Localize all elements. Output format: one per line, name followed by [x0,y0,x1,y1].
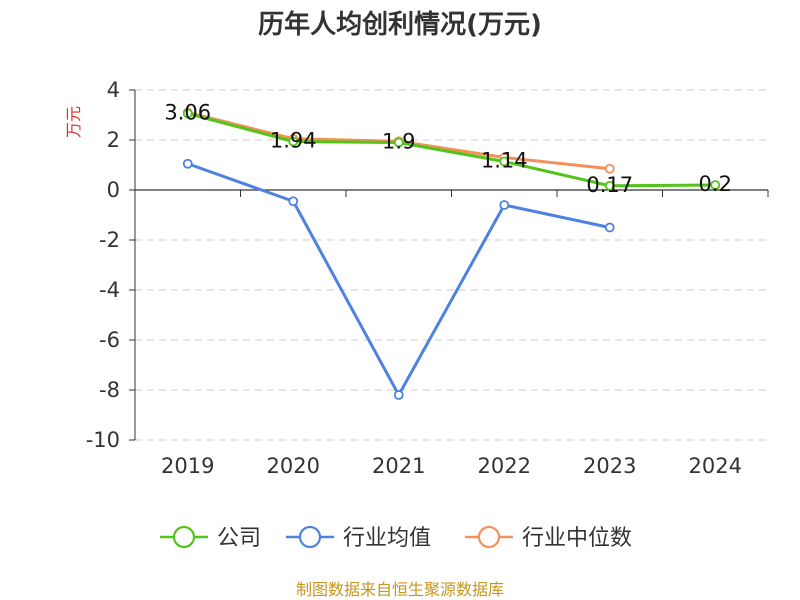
x-tick-label: 2020 [267,454,320,478]
x-tick-label: 2019 [161,454,214,478]
data-point [499,156,510,167]
data-point [604,180,615,191]
y-tick-label: -2 [99,228,120,252]
data-point [288,136,299,147]
data-point [182,108,193,119]
data-label: 1.94 [270,129,317,153]
series-line [187,112,716,188]
data-point [182,158,193,169]
source-note: 制图数据来自恒生聚源数据库 [296,580,504,599]
data-point [393,390,404,400]
x-tick-label: 2022 [478,454,531,478]
x-tick-label: 2024 [689,454,742,478]
x-axis: 2019 2020 2021 2022 2023 2024 [134,189,769,478]
y-tick-label: 0 [107,178,120,202]
data-point [604,222,615,233]
series-line [187,162,611,397]
data-point [499,200,510,210]
y-tick-label: -8 [99,378,120,402]
y-axis: 4 2 0 -2 -4 -6 -8 -10 [86,78,136,452]
data-label: 1.9 [382,130,415,154]
data-label: 3.06 [164,101,211,125]
y-tick-label: -6 [99,328,120,352]
chart-title: 历年人均创利情况(万元) [258,9,542,40]
data-label: 0.17 [586,173,633,197]
legend-label: 行业均值 [343,526,431,551]
data-point [604,163,615,174]
data-label: 1.14 [481,149,528,173]
legend-marker [477,525,501,549]
data-label: 0.2 [699,172,732,196]
data-point [710,180,721,190]
data-point [288,196,299,207]
y-tick-label: -4 [99,278,120,302]
x-tick-label: 2023 [583,454,636,478]
data-point [393,137,404,148]
legend-label: 行业中位数 [522,526,632,551]
x-tick-label: 2021 [372,454,425,478]
legend: 公司 行业均值 行业中位数 [160,525,632,551]
legend-marker [172,525,196,549]
legend-label: 公司 [217,526,261,551]
legend-marker [298,525,322,549]
y-axis-label: 万元 [64,106,83,138]
y-tick-label: 4 [107,78,120,102]
series-layer [182,107,721,400]
y-tick-label: -10 [86,428,120,452]
data-labels: 3.06 1.94 1.9 1.14 0.17 0.2 [164,101,732,197]
grid-lines [135,89,768,441]
y-tick-label: 2 [107,128,120,152]
